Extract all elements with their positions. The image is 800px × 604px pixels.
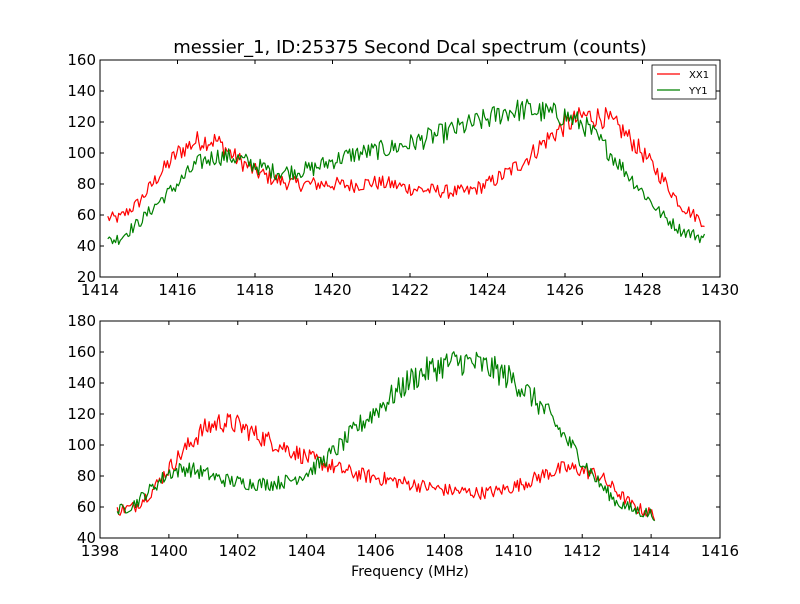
- x-tick-label: 1426: [546, 281, 584, 299]
- legend-label-xx1: XX1: [689, 70, 709, 81]
- x-tick-label: 1408: [425, 542, 463, 560]
- x-tick-label: 1404: [288, 542, 326, 560]
- x-axis-label: Frequency (MHz): [351, 564, 469, 580]
- top-plot-area: [100, 60, 720, 277]
- y-tick-label: 80: [77, 467, 96, 485]
- legend-label-yy1: YY1: [688, 86, 708, 97]
- x-tick-label: 1400: [150, 542, 188, 560]
- y-tick-label: 80: [77, 175, 96, 193]
- top-axis-ticks: 1414 1416 1418 1420 1422 1424 1426 1428 1430 20 40…: [67, 51, 739, 299]
- legend-box: [651, 64, 717, 100]
- x-tick-label: 1414: [81, 281, 119, 299]
- bottom-series-line-red: [116, 413, 656, 521]
- top-series-group: [107, 98, 706, 245]
- x-tick-label: 1416: [701, 542, 739, 560]
- top-series-line-yy1: [107, 98, 706, 245]
- chart-title: messier_1, ID:25375 Second Dcal spectrum…: [173, 37, 647, 58]
- x-tick-label: 1406: [356, 542, 394, 560]
- top-spectrum-plot: messier_1, ID:25375 Second Dcal spectrum…: [67, 37, 739, 299]
- bottom-axis-ticks: 1398 1400 1402 1404 1406 1408 1410 1412 1414 1416…: [67, 312, 739, 560]
- y-tick-label: 120: [67, 113, 96, 131]
- bottom-spectrum-plot: 1398 1400 1402 1404 1406 1408 1410 1412 1414 1416…: [67, 312, 739, 580]
- legend: XX1 YY1: [651, 64, 717, 100]
- bottom-series-line-green: [116, 351, 656, 522]
- y-tick-label: 120: [67, 405, 96, 423]
- x-tick-label: 1422: [391, 281, 429, 299]
- x-tick-label: 1420: [313, 281, 351, 299]
- top-series-line-xx1: [107, 107, 705, 228]
- x-tick-label: 1416: [158, 281, 196, 299]
- x-tick-label: 1398: [81, 542, 119, 560]
- y-tick-label: 40: [77, 529, 96, 547]
- y-tick-label: 140: [67, 374, 96, 392]
- y-tick-label: 100: [67, 144, 96, 162]
- y-tick-label: 160: [67, 343, 96, 361]
- y-tick-label: 100: [67, 436, 96, 454]
- y-tick-label: 180: [67, 312, 96, 330]
- x-tick-label: 1410: [494, 542, 532, 560]
- x-tick-label: 1428: [623, 281, 661, 299]
- bottom-series-group: [116, 351, 656, 522]
- y-tick-label: 40: [77, 237, 96, 255]
- y-tick-label: 60: [77, 206, 96, 224]
- bottom-plot-frame: [99, 320, 721, 539]
- y-tick-label: 140: [67, 82, 96, 100]
- x-tick-label: 1430: [701, 281, 739, 299]
- x-tick-label: 1418: [236, 281, 274, 299]
- y-tick-label: 60: [77, 498, 96, 516]
- x-tick-label: 1412: [563, 542, 601, 560]
- x-tick-label: 1424: [468, 281, 506, 299]
- y-tick-label: 20: [77, 268, 96, 286]
- y-tick-label: 160: [67, 51, 96, 69]
- x-tick-label: 1414: [632, 542, 670, 560]
- x-tick-label: 1402: [219, 542, 257, 560]
